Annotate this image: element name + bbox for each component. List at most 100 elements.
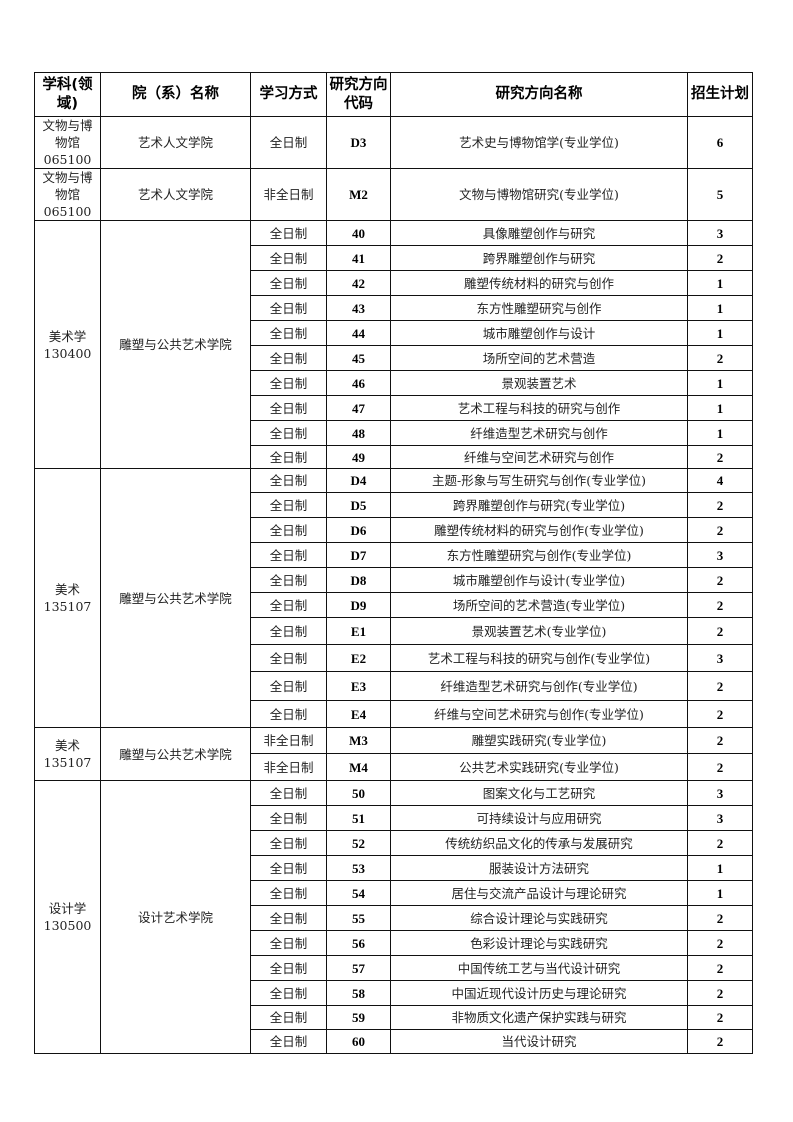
direction-code-cell: E4 — [326, 700, 391, 728]
study-mode-cell: 全日制 — [250, 905, 327, 931]
direction-name-cell: 纤维造型艺术研究与创作(专业学位) — [390, 671, 688, 701]
enrollment-plan-cell: 1 — [687, 270, 753, 296]
study-mode-cell: 全日制 — [250, 468, 327, 493]
table-row: 全日制 57 中国传统工艺与当代设计研究 2 — [35, 955, 753, 981]
department-cell: 雕塑与公共艺术学院 — [100, 220, 251, 469]
study-mode-cell: 全日制 — [250, 370, 327, 396]
direction-code-cell: 47 — [326, 395, 391, 421]
enrollment-plan-cell: 2 — [687, 753, 753, 781]
direction-name-cell: 纤维造型艺术研究与创作 — [390, 420, 688, 446]
direction-name-cell: 景观装置艺术(专业学位) — [390, 617, 688, 645]
table-row: 全日制 55 综合设计理论与实践研究 2 — [35, 905, 753, 931]
header-discipline: 学科(领域) — [34, 72, 101, 117]
study-mode-cell: 全日制 — [250, 617, 327, 645]
direction-name-cell: 跨界雕塑创作与研究 — [390, 245, 688, 271]
direction-name-cell: 纤维与空间艺术研究与创作 — [390, 445, 688, 469]
discipline-code: 135107 — [43, 599, 92, 614]
direction-name-cell: 场所空间的艺术营造(专业学位) — [390, 592, 688, 618]
enrollment-plan-cell: 1 — [687, 295, 753, 321]
direction-name-cell: 综合设计理论与实践研究 — [390, 905, 688, 931]
enrollment-plan-cell: 6 — [687, 116, 753, 169]
direction-code-cell: 42 — [326, 270, 391, 296]
table-row: 文物与博物馆 065100 艺术人文学院 全日制 D3 艺术史与博物馆学(专业学位) 6 — [34, 116, 753, 169]
direction-code-cell: 41 — [326, 245, 391, 271]
study-mode-cell: 全日制 — [250, 880, 327, 906]
department-cell: 雕塑与公共艺术学院 — [100, 468, 251, 728]
direction-name-cell: 居住与交流产品设计与理论研究 — [390, 880, 688, 906]
enrollment-plan-cell: 2 — [687, 445, 753, 469]
direction-code-cell: 49 — [326, 445, 391, 469]
department-cell: 雕塑与公共艺术学院 — [100, 727, 251, 781]
discipline-name: 文物与博物馆 — [42, 118, 93, 150]
department-cell: 设计艺术学院 — [100, 780, 251, 1054]
table-row: 全日制 59 非物质文化遗产保护实践与研究 2 — [35, 1005, 753, 1030]
study-mode-cell: 全日制 — [250, 445, 327, 469]
header-direction-name: 研究方向名称 — [390, 72, 688, 117]
study-mode-cell: 全日制 — [250, 592, 327, 618]
enrollment-plan-cell: 2 — [687, 700, 753, 728]
study-mode-cell: 全日制 — [250, 980, 327, 1006]
table-row: 全日制 44 城市雕塑创作与设计 1 — [35, 320, 753, 346]
study-mode-cell: 全日制 — [250, 542, 327, 568]
direction-name-cell: 服装设计方法研究 — [390, 855, 688, 881]
enrollment-plan-cell: 2 — [687, 245, 753, 271]
table-row: 美术 135107 雕塑与公共艺术学院 非全日制 M3 雕塑实践研究(专业学位) 2 — [34, 727, 753, 781]
table-row: 全日制 54 居住与交流产品设计与理论研究 1 — [35, 880, 753, 906]
direction-name-cell: 跨界雕塑创作与研究(专业学位) — [390, 492, 688, 518]
direction-code-cell: D5 — [326, 492, 391, 518]
direction-code-cell: E2 — [326, 644, 391, 672]
direction-name-cell: 中国近现代设计历史与理论研究 — [390, 980, 688, 1006]
table-row: 全日制 42 雕塑传统材料的研究与创作 1 — [35, 270, 753, 296]
enrollment-plan-cell: 2 — [687, 955, 753, 981]
table-row: 全日制 41 跨界雕塑创作与研究 2 — [35, 245, 753, 271]
enrollment-plan-cell: 2 — [687, 517, 753, 543]
enrollment-plan-cell: 2 — [687, 592, 753, 618]
table-row: 全日制 58 中国近现代设计历史与理论研究 2 — [35, 980, 753, 1006]
table-row: 全日制 51 可持续设计与应用研究 3 — [35, 805, 753, 831]
enrollment-plan-cell: 4 — [687, 468, 753, 493]
study-mode-cell: 全日制 — [250, 492, 327, 518]
direction-name-cell: 色彩设计理论与实践研究 — [390, 930, 688, 956]
direction-code-cell: M4 — [326, 753, 391, 781]
enrollment-plan-cell: 1 — [687, 395, 753, 421]
study-mode-cell: 全日制 — [250, 830, 327, 856]
direction-code-cell: 45 — [326, 345, 391, 371]
table-row: 全日制 D9 场所空间的艺术营造(专业学位) 2 — [35, 592, 753, 618]
direction-code-cell: D6 — [326, 517, 391, 543]
direction-name-cell: 可持续设计与应用研究 — [390, 805, 688, 831]
study-mode-cell: 全日制 — [250, 245, 327, 271]
direction-name-cell: 雕塑传统材料的研究与创作 — [390, 270, 688, 296]
discipline-cell: 文物与博物馆 065100 — [34, 116, 101, 169]
enrollment-plan-cell: 5 — [687, 168, 753, 221]
table-row: 全日制 52 传统纺织品文化的传承与发展研究 2 — [35, 830, 753, 856]
direction-name-cell: 东方性雕塑研究与创作(专业学位) — [390, 542, 688, 568]
study-mode-cell: 全日制 — [250, 270, 327, 296]
enrollment-plan-cell: 1 — [687, 320, 753, 346]
enrollment-plan-cell: 2 — [687, 830, 753, 856]
enrollment-plan-cell: 2 — [687, 671, 753, 701]
enrollment-plan-cell: 3 — [687, 542, 753, 568]
enrollment-plan-cell: 2 — [687, 345, 753, 371]
direction-code-cell: 60 — [326, 1029, 391, 1054]
discipline-code: 130400 — [43, 345, 92, 361]
enrollment-plan-cell: 2 — [687, 930, 753, 956]
study-mode-cell: 全日制 — [250, 780, 327, 806]
enrollment-plan-cell: 1 — [687, 855, 753, 881]
header-department: 院（系）名称 — [100, 72, 251, 117]
enrollment-plan-cell: 2 — [687, 617, 753, 645]
direction-name-cell: 中国传统工艺与当代设计研究 — [390, 955, 688, 981]
direction-name-cell: 文物与博物馆研究(专业学位) — [390, 168, 688, 221]
enrollment-plan-cell: 1 — [687, 420, 753, 446]
direction-name-cell: 城市雕塑创作与设计 — [390, 320, 688, 346]
direction-code-cell: 48 — [326, 420, 391, 446]
study-mode-cell: 全日制 — [250, 930, 327, 956]
direction-code-cell: D3 — [326, 116, 391, 169]
direction-name-cell: 主题-形象与写生研究与创作(专业学位) — [390, 468, 688, 493]
discipline-cell: 文物与博物馆 065100 — [34, 168, 101, 221]
study-mode-cell: 全日制 — [250, 855, 327, 881]
table-row: 全日制 49 纤维与空间艺术研究与创作 2 — [35, 445, 753, 469]
table-row: 全日制 47 艺术工程与科技的研究与创作 1 — [35, 395, 753, 421]
direction-code-cell: 56 — [326, 930, 391, 956]
direction-code-cell: M2 — [326, 168, 391, 221]
enrollment-plan-cell: 2 — [687, 1005, 753, 1030]
